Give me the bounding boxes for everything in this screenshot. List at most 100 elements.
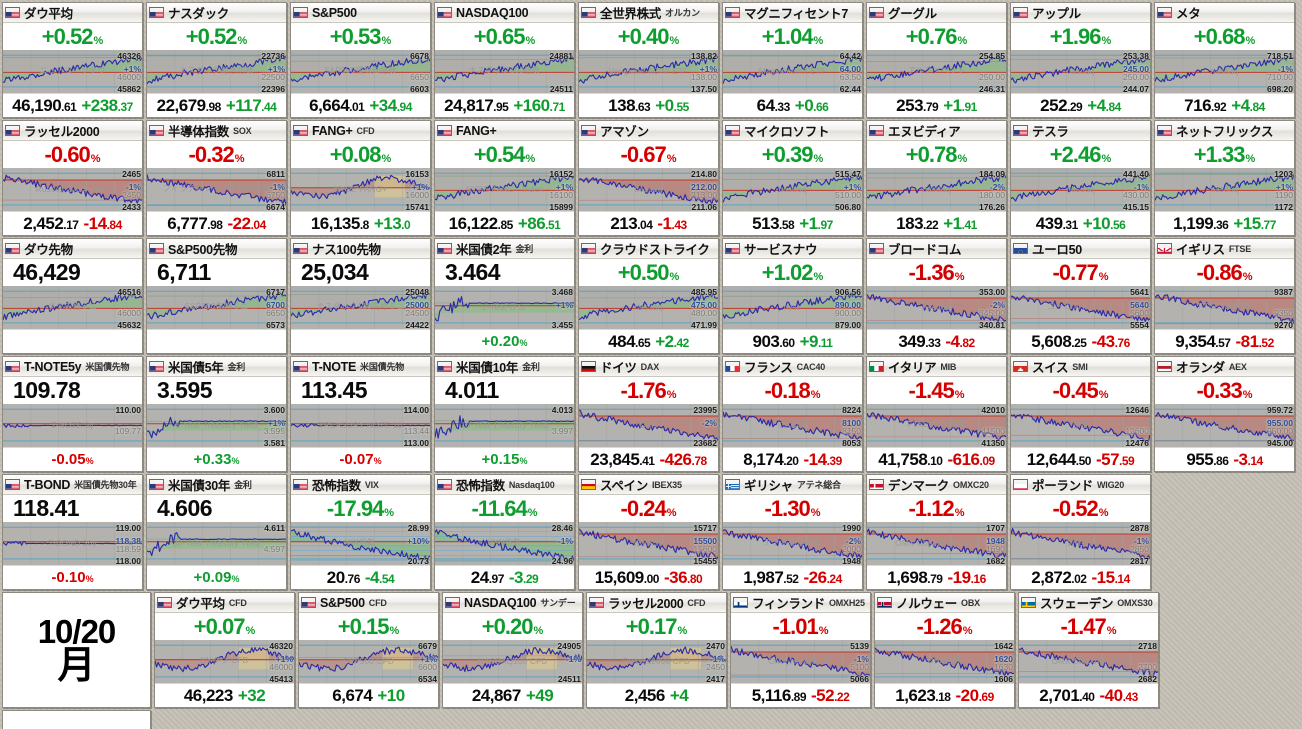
instrument-name: 米国債2年 [456,243,512,257]
percent-symbol: % [527,506,538,519]
flag-icon [581,7,596,18]
percent-symbol: % [818,624,829,637]
sparkline-chart: 28.99 +10% 20.73 VIX指数 [291,522,430,565]
percent-symbol: % [525,34,536,47]
market-tile[interactable]: ラッセル2000 -0.60% 2465 -1% 2450 2433 Russell 200… [2,120,143,236]
market-tile[interactable]: 米国債10年 金利 4.011 4.013 3.997 10-Year Treasury … [434,356,575,472]
market-tile[interactable]: マグニフィセント7 +1.04% 64.42 64.00 63.50 62.44 Magni… [722,2,863,118]
chart-axis-label: 6600 [418,662,437,672]
chart-axis-label: 1190 [1274,190,1293,200]
tile-footer: 183.22 +1.41 [867,211,1006,235]
sparkline-chart: 16153 +1% 16000 15741 NYSE FANG+ [291,168,430,211]
market-tile[interactable]: 米国債30年 金利 4.606 4.611 4.597 30-Year Treasury … [146,474,287,590]
chart-axis-label: 28.46 [551,523,573,533]
chart-axis-label: 46000 [117,308,141,318]
market-tile[interactable]: スペイン IBEX35 -0.24% 15717 15500 15600 15455 IBEX… [578,474,719,590]
tile-header: エヌビディア [867,121,1006,141]
market-tile[interactable]: イタリア MIB -1.45% 42010 41500 41350 FTSE MIB 指数 4… [866,356,1007,472]
market-tile[interactable]: ラッセル2000 CFD +0.17% 2470 -1% 2450 2417 Russell2… [586,592,727,708]
chart-axis-label: 906.56 [835,287,861,297]
market-tile[interactable]: ブロードコム -1.36% 353.00 -2% 345.00 340.81 nasdaq 3… [866,238,1007,354]
market-tile[interactable]: T-NOTE 米国債先物 113.45 114.00 113.44 113.00 TREAS… [290,356,431,472]
market-tile[interactable]: ナス100先物 25,034 25048 25000 24500 24422 ナスダック10… [290,238,431,354]
market-tile[interactable]: S&P500 +0.53% 6678 6650 6603 S&P500種株価指数 6,664… [290,2,431,118]
market-tile[interactable]: アマゾン -0.67% 214.80 212.00 213.00 211.06 nasdaq… [578,120,719,236]
instrument-name: アップル [1032,7,1081,21]
flag-icon [1157,243,1172,254]
market-tile[interactable]: マイクロソフト +0.39% 515.47 +1% 510.00 506.80 nasdaq… [722,120,863,236]
sparkline-chart: 46326 +1% 46000 45862 ニューヨークダウ [3,50,142,93]
market-tile[interactable]: 恐怖指数 Nasdaq100 -11.64% 28.46 -1% 24.96 VXN指数 24… [434,474,575,590]
market-tile[interactable]: ノルウェー OBX -1.26% 1642 1620 1630 1606 OBX指数 1,623… [874,592,1015,708]
market-tile[interactable]: 半導体指数 SOX -0.32% 6811 -1% 6750 6674 フィラデルフィア半導体… [146,120,287,236]
price-change: +13.0 [373,213,411,233]
market-tile[interactable]: ギリシャ アテネ総合 -1.30% 1990 -2% 2000 1948 アテネ総合指数 1,9… [722,474,863,590]
flag-icon [293,361,308,372]
market-tile[interactable]: S&P500先物 6,711 6717 6700 6650 6573 S&P500先物ミニ [146,238,287,354]
percent-symbol: % [245,624,256,637]
price-change: -15.14 [1091,567,1130,587]
tile-footer: 9,354.57 -81.52 [1155,329,1294,353]
market-tile[interactable]: スウェーデン OMXS30 -1.47% 2718 2700 2682 OMX Stockh… [1018,592,1159,708]
flag-icon [733,597,748,608]
market-tile[interactable]: テスラ +2.46% 441.40 -1% 430.00 415.15 nasdaq 439.… [1010,120,1151,236]
tile-footer: 64.33 +0.66 [723,93,862,117]
instrument-name: 米国債10年 [456,361,519,375]
market-tile[interactable]: オランダ AEX -0.33% 959.72 955.00 950.00 945.00 aex… [1154,356,1295,472]
market-tile[interactable]: 恐怖指数 VIX -17.94% 28.99 +10% 20.73 VIX指数 20.76 -4… [290,474,431,590]
tile-header: S&P500 CFD [299,593,438,613]
market-tile[interactable]: ダウ平均 +0.52% 46326 +1% 46000 45862 ニューヨークダウ 46,1… [2,2,143,118]
market-tile[interactable]: NASDAQ100 +0.65% 24881 24511 ナスダック100指数 24,81… [434,2,575,118]
market-tile[interactable]: 全世界株式 オルカン +0.40% 138.82 +1% 138.00 137.50 Vang… [578,2,719,118]
tile-footer: 23,845.41 -426.78 [579,447,718,471]
market-tile[interactable]: ダウ先物 46,429 46516 46000 45632 ダウ先物ミニ [2,238,143,354]
market-tile[interactable]: ユーロ50 -0.77% 5641 5640 5600 5554 ユーロストックス 5,608… [1010,238,1151,354]
chart-watermark: T-NOTE 5y [51,421,94,430]
market-tile[interactable]: NASDAQ100 サンデー +0.20% 24905 -1% 24511 NASDAQ10… [442,592,583,708]
market-tile[interactable]: エヌビディア +0.78% 184.09 -2% 180.00 176.26 nasdaq 1… [866,120,1007,236]
market-tile[interactable]: クラウドストライク +0.50% 485.95 475.00 480.00 471.99 n… [578,238,719,354]
tile-header: マイクロソフト [723,121,862,141]
sparkline-chart: 5139 -1% 5100 5066 OMX Helsinki 25 [731,640,870,683]
market-tile[interactable]: ネットフリックス +1.33% 1203 +1% 1190 1172 nasdaq 1,199… [1154,120,1295,236]
market-tile[interactable]: グーグル +0.76% 254.85 250.00 246.31 アルファベット 253.7… [866,2,1007,118]
market-tile[interactable]: デンマーク OMXC20 -1.12% 1707 1948 1690 1682 OMX Cop… [866,474,1007,590]
market-tile[interactable]: T-BOND 米国債先物30年 118.41 119.00 118.38 118.59 11… [2,474,143,590]
instrument-name: ポーランド [1032,479,1094,493]
market-tile[interactable]: ポーランド WIG20 -0.52% 2878 -1% 2850 2817 WIG20 2,87… [1010,474,1151,590]
last-price: 16,135.8 [310,213,370,233]
market-tile[interactable]: アップル +1.96% 253.38 245.00 250.00 244.07 nasdaq… [1010,2,1151,118]
tile-footer: 213.04 -1.43 [579,211,718,235]
market-tile[interactable]: フランス CAC40 -0.18% 8224 8100 8150 8053 CAC40 8,17… [722,356,863,472]
tile-footer: 8,174.20 -14.39 [723,447,862,471]
big-value-row: 25,034 [291,259,430,286]
tile-footer: 22,679.98 +117.44 [147,93,286,117]
flag-icon [1013,7,1028,18]
market-tile[interactable]: メタ +0.68% 718.51 -1% 710.00 698.20 nasdaq 716.9… [1154,2,1295,118]
market-tile[interactable]: ダウ平均 CFD +0.07% 46320 +1% 46000 45413 NYダウ CFD 4… [154,592,295,708]
market-tile[interactable]: 米国債5年 金利 3.595 3.600 +1% 3.595 3.581 5-Year Tre… [146,356,287,472]
last-price: 138.63 [608,95,651,115]
market-tile[interactable]: FANG+ CFD +0.08% 16153 +1% 16000 15741 NYSE FAN… [290,120,431,236]
tile-header: 米国債5年 金利 [147,357,286,377]
market-tile[interactable]: ドイツ DAX -1.76% 23995 -2% 23682 DAX 23,845.41 -42… [578,356,719,472]
chart-axis-label: 6679 [418,641,437,651]
market-tile[interactable]: スイス SMI -0.45% 12646 12600 12476 SMI 12,644.50-… [1010,356,1151,472]
flag-icon [301,597,316,608]
tile-footer: +0.20% [435,329,574,353]
market-tile[interactable]: S&P500 CFD +0.15% 6679 +1% 6600 6534 S&P500 CFD… [298,592,439,708]
last-price: 16,122.85 [448,213,514,233]
market-tile[interactable]: FANG+ +0.54% 16152 +1% 16100 15899 NYSE FANG+ … [434,120,575,236]
flag-icon [725,361,740,372]
market-tile[interactable]: 米国債2年 金利 3.464 3.468 +1% 3.455 2-Year U.S. +0.2… [434,238,575,354]
price-change: -426.78 [659,449,707,469]
market-tile[interactable]: ナスダック +0.52% 22736 +1% 22500 22396 ナスダック総合指数 22… [146,2,287,118]
market-tile[interactable]: T-NOTE5y 米国債先物 109.78 110.00 109.77 T-NOTE 5y… [2,356,143,472]
market-tile[interactable]: フィンランド OMXH25 -1.01% 5139 -1% 5100 5066 OMX Hel… [730,592,871,708]
market-tile[interactable]: イギリス FTSE -0.86% 9387 9350 9270 FTSE100指数 9,354… [1154,238,1295,354]
market-tile[interactable]: サービスナウ +1.02% 906.56 890.00 900.00 879.00 nyse… [722,238,863,354]
chart-axis-label: 8150 [842,426,861,436]
chart-axis-label: +1% [699,64,717,74]
chart-axis-label: +1% [411,182,429,192]
chart-axis-label: 213.00 [691,190,717,200]
